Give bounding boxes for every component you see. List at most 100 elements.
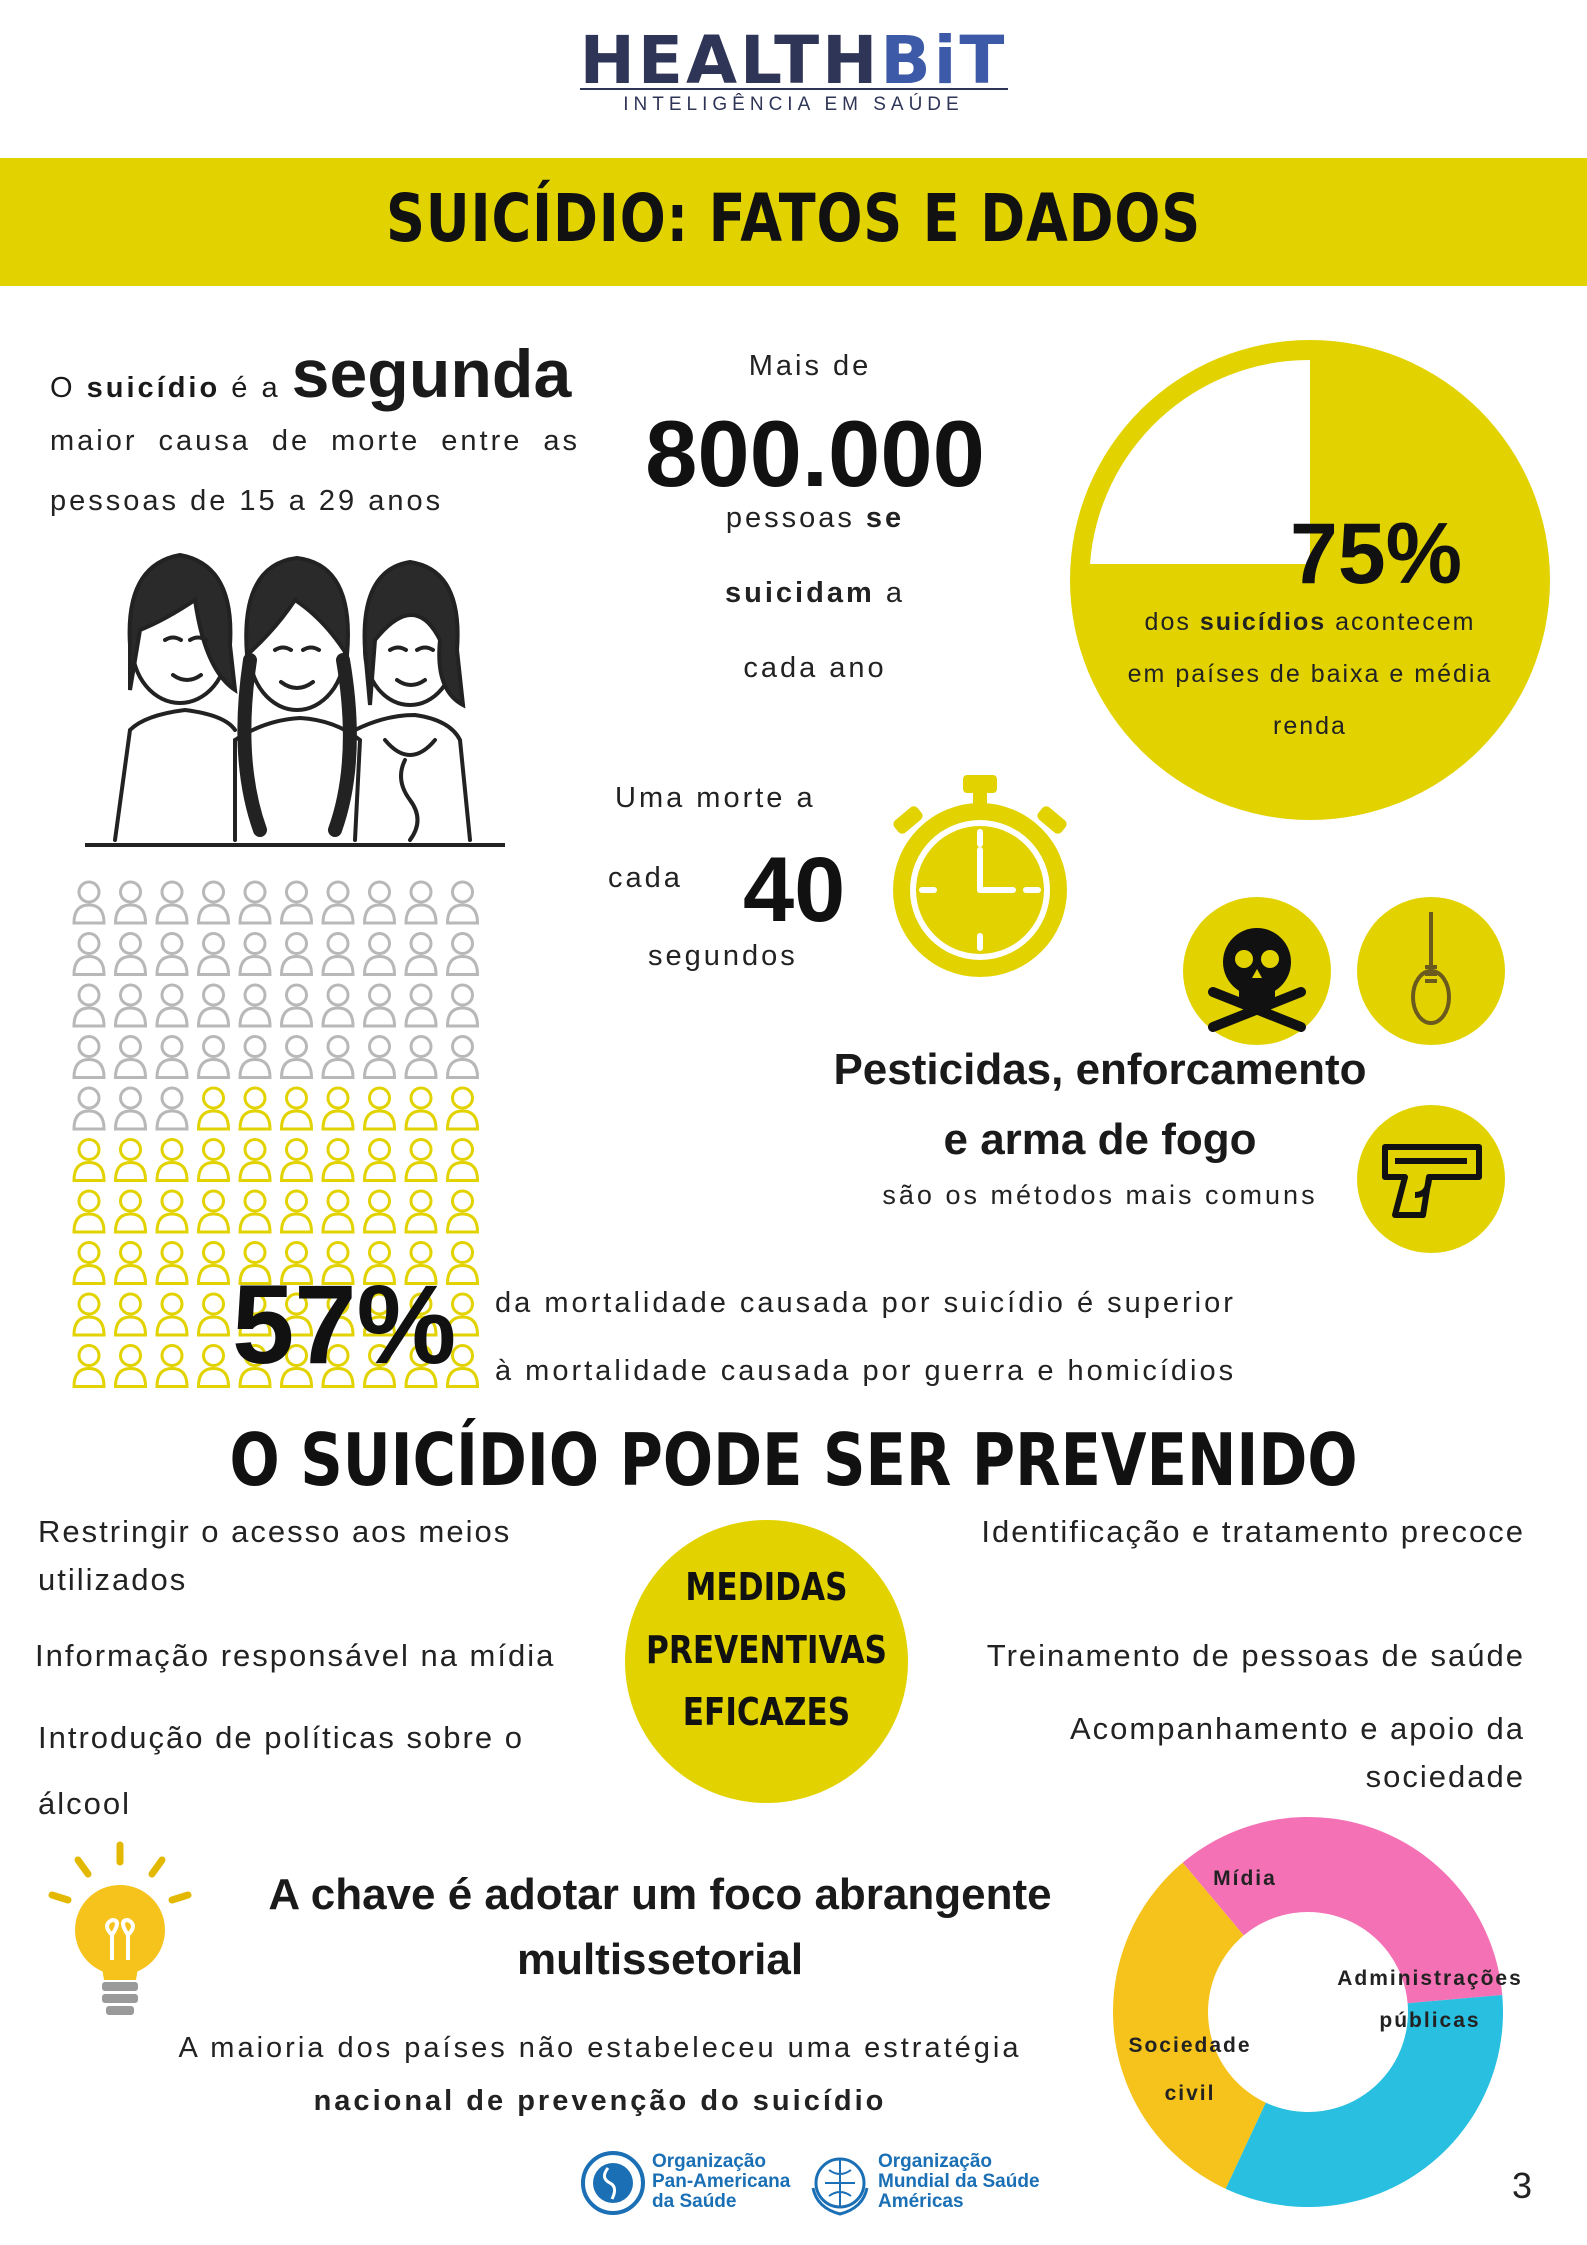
logo-tagline: INTELIGÊNCIA EM SAÚDE (623, 94, 964, 115)
person-icon (404, 932, 438, 976)
person-icon (113, 983, 148, 1028)
person-icon (72, 1292, 106, 1337)
paho-emblem-icon (581, 2151, 645, 2215)
cycle-segment (1225, 1995, 1503, 2207)
fact-800k-line4: cada ano (743, 652, 887, 684)
person-icon (362, 983, 397, 1028)
person-icon (72, 1138, 106, 1182)
person-icon (362, 1189, 397, 1234)
person-icon (321, 1138, 355, 1182)
person-icon (404, 1292, 438, 1337)
noose-icon (1357, 897, 1505, 1045)
person-icon (196, 932, 231, 976)
person-icon (362, 1292, 397, 1337)
fact-57-line2: à mortalidade causada por guerra e homic… (495, 1355, 1237, 1387)
fact-75-line3: renda (1273, 712, 1347, 740)
who-name: Organização Mundial da Saúde Américas (878, 2151, 1040, 2212)
person-icon (72, 1035, 106, 1079)
person-icon (238, 880, 272, 925)
person-icon (72, 1189, 106, 1234)
logo-part1: HEALTH (579, 22, 881, 99)
person-icon (279, 1086, 314, 1131)
person-icon (321, 932, 355, 976)
title-banner: SUICÍDIO: FATOS E DADOS (0, 158, 1587, 286)
person-icon (113, 1292, 148, 1337)
person-icon (445, 1292, 480, 1337)
lightbulb-icon (48, 1841, 192, 2015)
pie-75 (1070, 340, 1550, 820)
methods-title-line1: Pesticidas, enforcamento (833, 1045, 1367, 1094)
person-icon (196, 1292, 231, 1337)
person-icon (279, 1138, 314, 1182)
person-icon (279, 1035, 314, 1079)
fact-second-cause-line1: O suicídio é a segunda (50, 336, 572, 412)
person-icon (155, 983, 189, 1028)
person-icon (445, 1241, 480, 1285)
prevention-title: O SUICÍDIO PODE SER PREVENIDO (229, 1418, 1358, 1502)
person-icon (321, 1035, 355, 1079)
person-icon (155, 880, 189, 925)
person-icon (279, 880, 314, 925)
person-icon (72, 880, 106, 925)
fact-57-percent: 57% (232, 1262, 457, 1387)
person-icon (445, 1189, 480, 1234)
person-icon (196, 1138, 231, 1182)
person-icon (155, 1138, 189, 1182)
who-emblem-icon (811, 2157, 869, 2216)
logo-divider (580, 88, 1008, 90)
skull-crossbones-icon (1183, 897, 1331, 1045)
person-icon (321, 1086, 355, 1131)
person-icon (238, 1189, 272, 1234)
person-icon (196, 1189, 231, 1234)
person-icon (362, 1138, 397, 1182)
person-icon (362, 1241, 397, 1285)
person-icon (113, 1189, 148, 1234)
person-icon (72, 1241, 106, 1285)
stopwatch-icon (893, 775, 1067, 977)
person-icon (404, 1086, 438, 1131)
person-icon (404, 1138, 438, 1182)
person-icon (404, 983, 438, 1028)
measures-circle (625, 1520, 908, 1803)
person-icon (404, 1344, 438, 1388)
person-icon (279, 983, 314, 1028)
cycle-label-sociedade: Sociedade civil (1128, 2034, 1252, 2105)
person-icon (238, 932, 272, 976)
fact-75-line1: dos suicídios acontecem (1144, 608, 1476, 636)
logo-part2: BiT (880, 22, 1008, 99)
cycle-label-administracoes: Administrações públicas (1337, 1967, 1523, 2032)
person-icon (113, 1035, 148, 1079)
fact-57-line1: da mortalidade causada por suicídio é su… (495, 1287, 1236, 1319)
key-line2: nacional de prevenção do suicídio (313, 2085, 887, 2117)
fact-75-line2: em países de baixa e média (1127, 660, 1493, 688)
fact-800k-line3: suicidam a (725, 577, 905, 609)
person-icon (113, 880, 148, 925)
measures-center-line3: EFICAZES (682, 1690, 851, 1734)
person-icon (279, 932, 314, 976)
person-icon (155, 1035, 189, 1079)
person-icon (155, 932, 189, 976)
people-grid (72, 880, 480, 1388)
person-icon (155, 1344, 189, 1388)
person-icon (113, 1344, 148, 1388)
person-icon (321, 1292, 355, 1337)
person-icon (196, 1086, 231, 1131)
person-icon (362, 1035, 397, 1079)
measure-right-1: Identificação e tratamento precoce (981, 1514, 1525, 1549)
fact-40s-line2: cada (608, 862, 683, 894)
person-icon (404, 1241, 438, 1285)
person-icon (279, 1344, 314, 1388)
person-icon (445, 983, 480, 1028)
segunda-highlight: segunda (291, 336, 572, 412)
measures-center-line2: PREVENTIVAS (645, 1628, 888, 1672)
person-icon (113, 1138, 148, 1182)
methods-subtitle: são os métodos mais comuns (882, 1180, 1318, 1210)
person-icon (72, 1086, 106, 1131)
person-icon (279, 1292, 314, 1337)
person-icon (445, 932, 480, 976)
person-icon (155, 1241, 189, 1285)
methods-title-line2: e arma de fogo (943, 1115, 1257, 1164)
person-icon (238, 1344, 272, 1388)
gun-icon (1357, 1105, 1505, 1253)
girls-illustration (85, 552, 505, 847)
